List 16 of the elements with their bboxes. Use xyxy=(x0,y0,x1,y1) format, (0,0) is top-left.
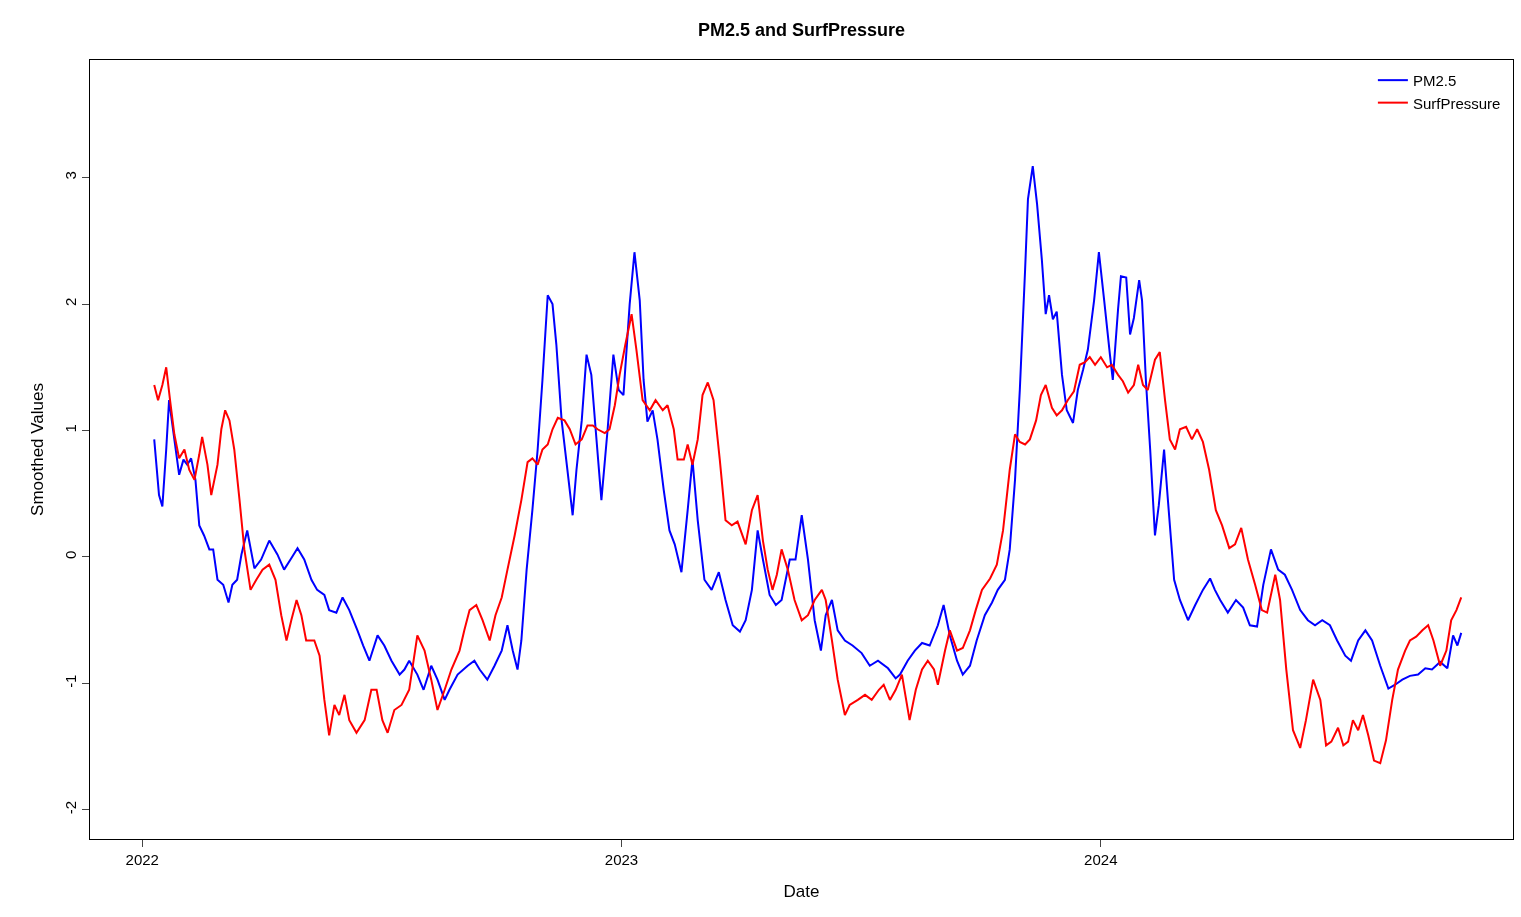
y-tick-label: 3 xyxy=(62,171,79,180)
y-tick-label: -1 xyxy=(62,674,79,688)
y-tick-label: 1 xyxy=(62,424,79,433)
legend-label: PM2.5 xyxy=(1412,72,1457,89)
y-tick-label: 0 xyxy=(62,550,79,559)
x-tick-label: 2024 xyxy=(1084,851,1118,868)
x-tick-label: 2023 xyxy=(604,851,639,868)
x-tick-label: 2022 xyxy=(125,851,159,868)
legend-label: SurfPressure xyxy=(1412,94,1501,112)
x-axis-title: Date xyxy=(783,882,820,902)
chart-title: PM2.5 and SurfPressure xyxy=(698,19,906,40)
y-axis-title: Smoothed Values xyxy=(27,383,47,516)
line-series xyxy=(153,313,1463,765)
y-tick-label: 2 xyxy=(62,297,79,306)
y-tick-label: -2 xyxy=(62,800,79,815)
line-series xyxy=(153,165,1463,701)
